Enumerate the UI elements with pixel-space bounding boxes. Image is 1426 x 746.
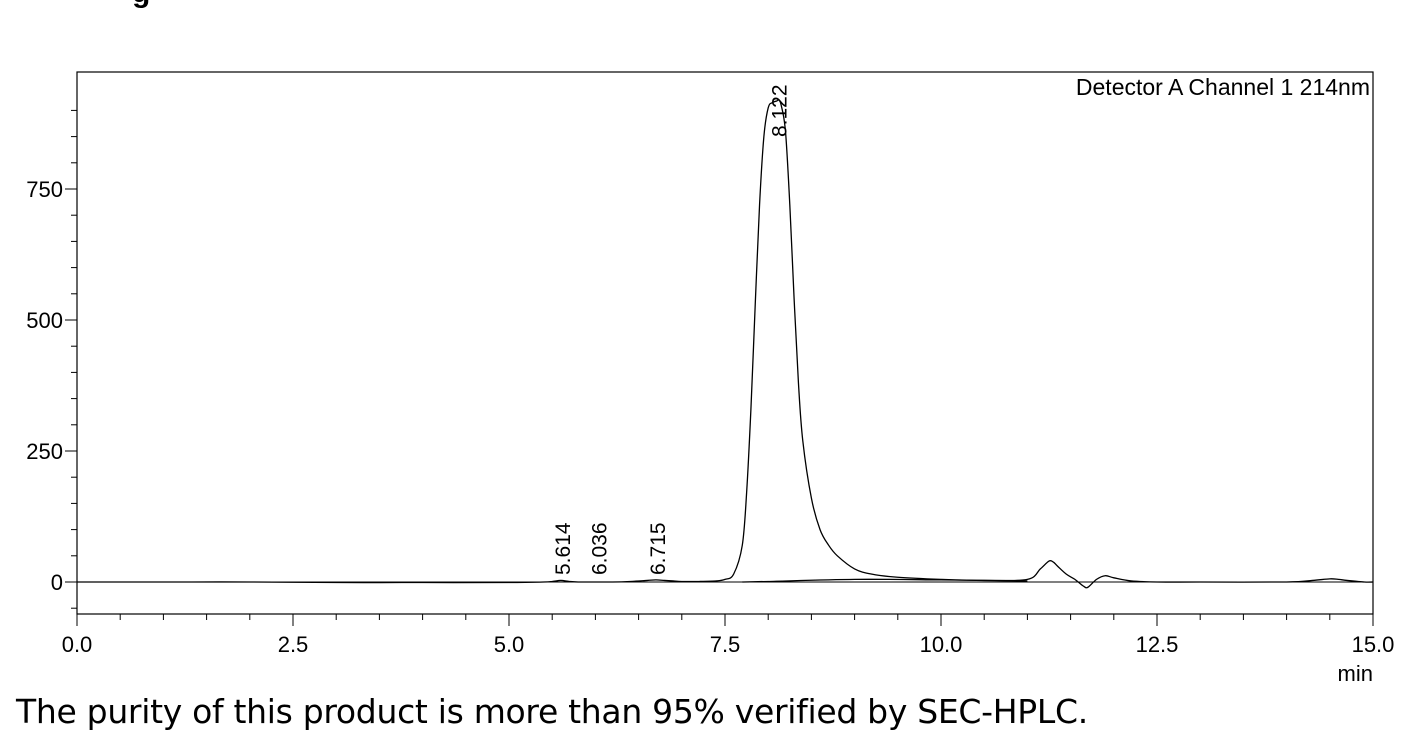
- heading-fragment: g: [132, 0, 150, 8]
- peak-label: 5.614: [552, 522, 575, 575]
- x-tick-label: 5.0: [494, 632, 525, 657]
- y-tick-label: 0: [51, 570, 63, 595]
- integration-baseline: [742, 578, 1028, 583]
- y-tick-label: 750: [26, 177, 63, 202]
- plot-area-frame: [76, 71, 1374, 615]
- x-tick-label: 7.5: [710, 632, 741, 657]
- chromatogram-chart: 0 250 500 750 0.0 2.5 5.0 7.5 10.0 12.5 15.0 min 5.…: [26, 71, 1395, 686]
- y-tick-label: 250: [26, 439, 63, 464]
- caption: The purity of this product is more than …: [16, 692, 1088, 731]
- x-tick-label: 10.0: [920, 632, 963, 657]
- x-tick-label: 0.0: [62, 632, 93, 657]
- peak-label: 8.122: [769, 84, 792, 137]
- chromatogram-trace: [76, 99, 1374, 589]
- x-tick-label: 2.5: [278, 632, 309, 657]
- x-tick-label: 15.0: [1352, 632, 1395, 657]
- y-tick-label: 500: [26, 308, 63, 333]
- x-tick-label: 12.5: [1136, 632, 1179, 657]
- peak-label: 6.715: [647, 522, 670, 575]
- channel-label: Detector A Channel 1 214nm: [1076, 74, 1370, 100]
- peak-label: 6.036: [589, 522, 612, 575]
- x-axis-label: min: [1338, 661, 1373, 686]
